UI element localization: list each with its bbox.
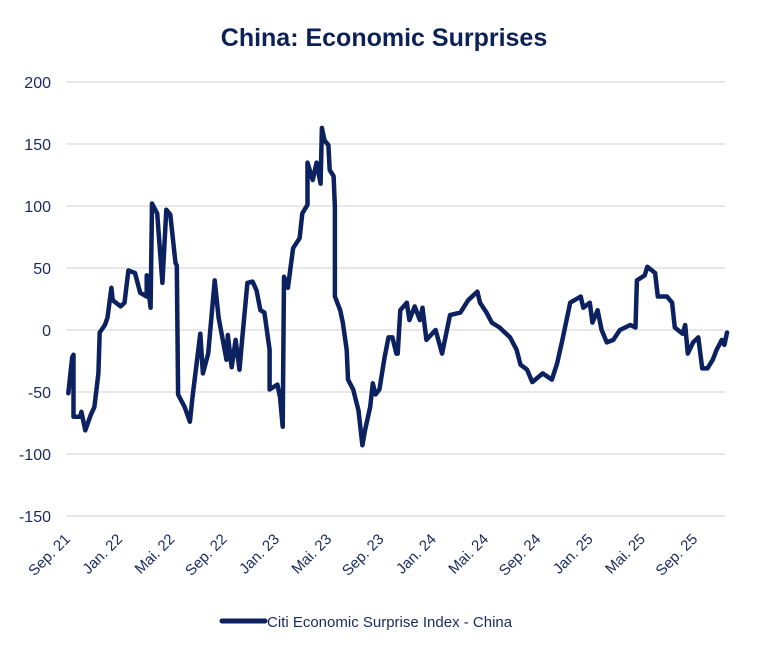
x-tick-label: Sep. 23 — [339, 531, 388, 580]
gridlines — [66, 81, 725, 517]
y-tick-label: -150 — [19, 509, 51, 526]
x-tick-label: Sep. 24 — [496, 531, 545, 580]
y-tick-label: 200 — [24, 75, 51, 92]
x-tick-label: Sep. 22 — [182, 531, 231, 580]
x-tick-label: Mai. 23 — [288, 531, 335, 578]
y-tick-label: 50 — [33, 261, 51, 278]
legend-label: Citi Economic Surprise Index - China — [267, 614, 513, 631]
x-tick-label: Jan. 25 — [550, 531, 597, 578]
legend: Citi Economic Surprise Index - China — [219, 614, 513, 631]
x-tick-label: Jan. 24 — [393, 531, 440, 578]
x-tick-label: Mai. 22 — [132, 531, 179, 578]
y-tick-label: 100 — [24, 199, 51, 216]
x-tick-label: Jan. 23 — [236, 531, 283, 578]
chart-title: China: Economic Surprises — [221, 24, 547, 52]
y-axis-ticks: 200 150 100 50 0 -50 -100 -150 — [19, 75, 51, 526]
x-tick-label: Jan. 22 — [79, 531, 126, 578]
y-tick-label: -100 — [19, 447, 51, 464]
series-line-citi-esi-china — [66, 125, 730, 448]
x-tick-label: Sep. 25 — [653, 531, 702, 580]
x-tick-label: Mai. 24 — [445, 531, 492, 578]
x-tick-label: Mai. 25 — [602, 531, 649, 578]
y-tick-label: -50 — [28, 385, 51, 402]
y-tick-label: 0 — [42, 323, 51, 340]
y-tick-label: 150 — [24, 137, 51, 154]
x-axis-ticks: Sep. 21 Jan. 22 Mai. 22 Sep. 22 Jan. 23 Mai. … — [25, 531, 701, 580]
x-tick-label: Sep. 21 — [25, 531, 74, 580]
